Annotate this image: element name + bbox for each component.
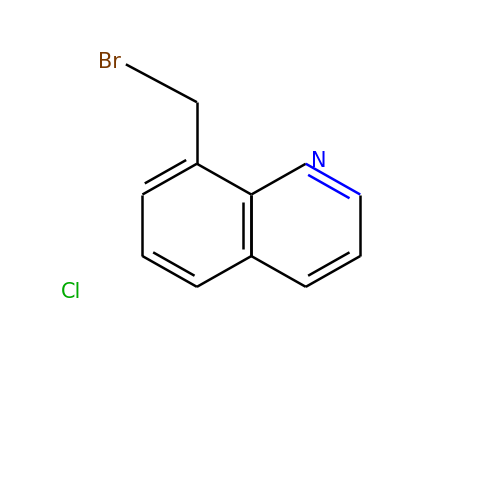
- Text: Cl: Cl: [60, 282, 81, 302]
- Text: N: N: [311, 151, 327, 171]
- Text: Br: Br: [98, 52, 121, 72]
